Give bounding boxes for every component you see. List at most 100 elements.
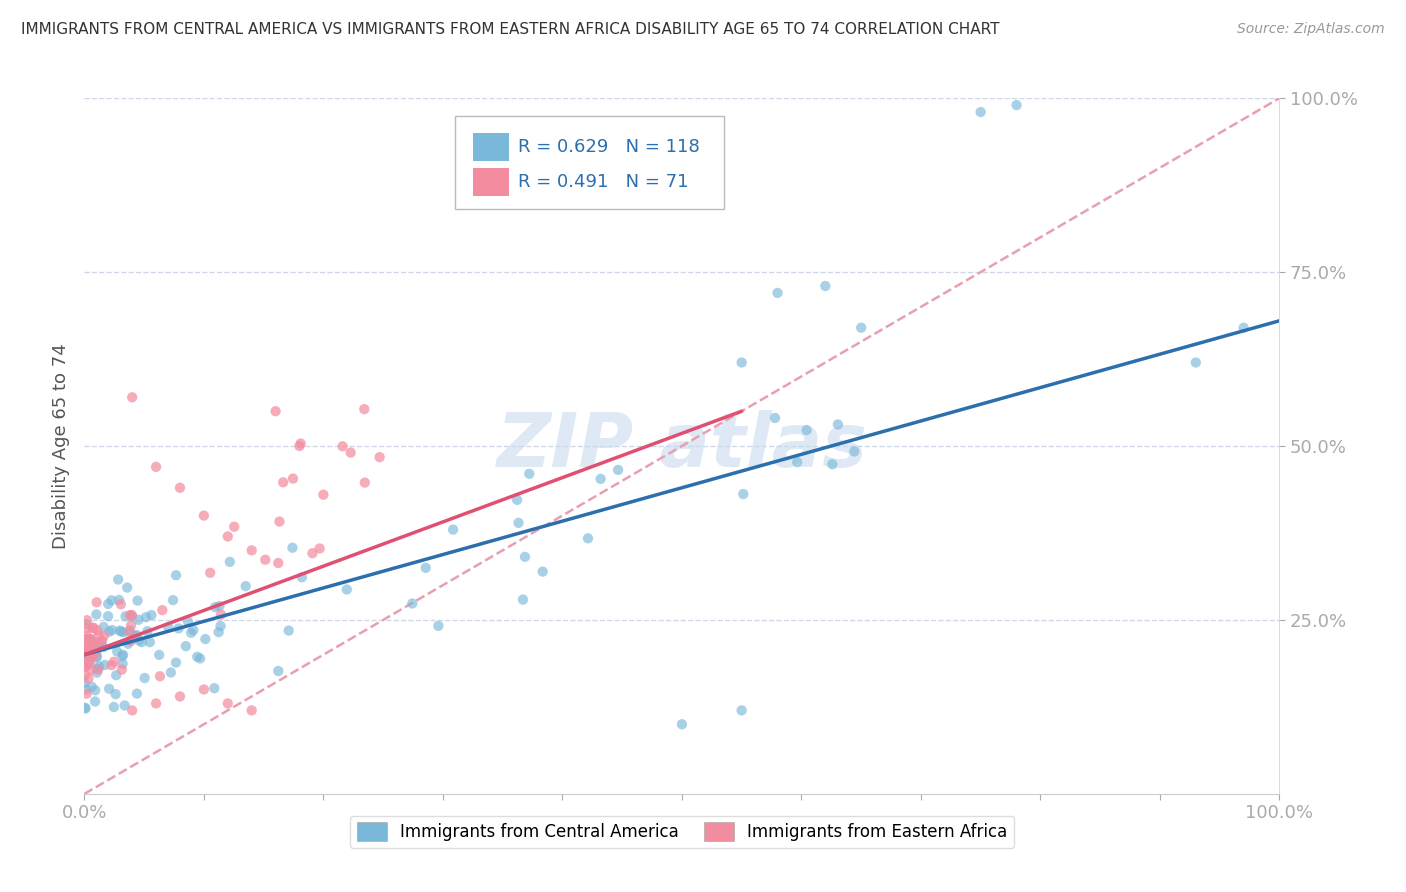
Point — [786, 455, 808, 469]
Text: R = 0.629   N = 118: R = 0.629 N = 118 — [519, 138, 700, 156]
Point — [136, 624, 159, 639]
Point — [86, 624, 108, 638]
Point — [93, 620, 115, 634]
Point — [86, 650, 108, 665]
Point — [104, 687, 127, 701]
Point — [531, 565, 554, 579]
Point — [139, 635, 162, 649]
Point — [269, 515, 291, 529]
Point — [125, 687, 148, 701]
Point — [112, 625, 135, 640]
Point — [731, 355, 754, 369]
Point — [127, 593, 149, 607]
Point — [125, 628, 148, 642]
Point — [150, 603, 173, 617]
Point — [105, 644, 128, 658]
Point — [336, 582, 359, 597]
Point — [308, 541, 330, 556]
Point — [82, 621, 104, 635]
Text: ZIP atlas: ZIP atlas — [496, 409, 868, 483]
Point — [180, 625, 202, 640]
Point — [671, 717, 693, 731]
Point — [339, 445, 361, 459]
Point — [86, 635, 108, 649]
Point — [76, 647, 98, 661]
Point — [607, 463, 630, 477]
Point — [103, 700, 125, 714]
Point — [188, 651, 211, 665]
Point — [301, 546, 323, 560]
Point — [183, 623, 205, 637]
Point — [733, 487, 755, 501]
Point — [415, 561, 437, 575]
Point — [1233, 320, 1256, 334]
Point — [75, 659, 97, 673]
Point — [84, 694, 107, 708]
Point — [267, 664, 290, 678]
Point — [281, 472, 304, 486]
Point — [198, 566, 221, 580]
Point — [80, 680, 103, 694]
Point — [291, 570, 314, 584]
Point — [90, 634, 112, 648]
Point — [254, 552, 277, 566]
Point — [75, 632, 97, 647]
Point — [111, 663, 134, 677]
Point — [288, 439, 311, 453]
Point — [1005, 98, 1028, 112]
Point — [87, 663, 110, 677]
Point — [80, 663, 103, 677]
Point — [165, 568, 187, 582]
Point — [77, 672, 100, 686]
Point — [312, 488, 335, 502]
Point — [169, 481, 191, 495]
Point — [86, 661, 108, 675]
Point — [796, 423, 818, 437]
Point — [508, 516, 530, 530]
Point — [77, 648, 100, 663]
Point — [218, 555, 240, 569]
Point — [290, 436, 312, 450]
Point — [202, 681, 225, 696]
Point — [73, 675, 96, 690]
Point — [271, 475, 294, 490]
Point — [194, 632, 217, 646]
Point — [186, 649, 208, 664]
Point — [1185, 355, 1208, 369]
Point — [145, 697, 167, 711]
Point — [121, 390, 143, 404]
Point — [115, 581, 138, 595]
Point — [193, 508, 215, 523]
Point — [76, 687, 98, 701]
Point — [120, 634, 142, 648]
Point — [86, 595, 108, 609]
Point — [75, 633, 97, 648]
Point — [135, 610, 157, 624]
Point — [111, 649, 134, 664]
Point — [86, 665, 108, 680]
Point — [145, 459, 167, 474]
Point — [107, 573, 129, 587]
Point — [120, 618, 142, 632]
Point — [111, 657, 134, 671]
Point — [75, 701, 97, 715]
Point — [174, 639, 197, 653]
Point — [766, 285, 789, 300]
Point — [75, 659, 97, 673]
Point — [114, 698, 136, 713]
Point — [77, 657, 100, 671]
Point — [110, 624, 132, 639]
Point — [98, 624, 121, 639]
Point — [83, 645, 105, 659]
Point — [118, 608, 141, 623]
Point — [149, 669, 172, 683]
Point — [114, 609, 136, 624]
Point — [167, 621, 190, 635]
Point — [332, 439, 354, 453]
Point — [76, 617, 98, 632]
Point — [267, 556, 290, 570]
Point — [122, 628, 145, 642]
Point — [83, 647, 105, 661]
Point — [204, 600, 226, 615]
Point — [148, 648, 170, 662]
